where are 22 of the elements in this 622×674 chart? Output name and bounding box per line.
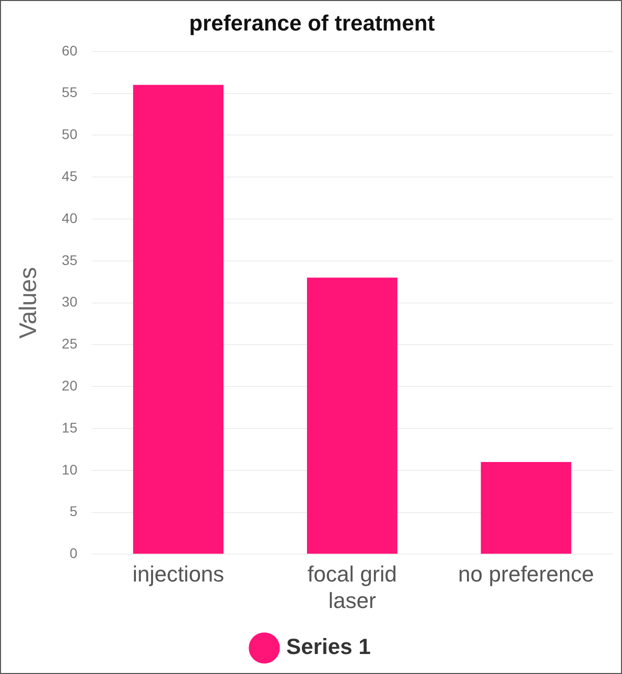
y-tick-label: 25 — [62, 336, 78, 352]
y-axis-title: Values — [15, 266, 42, 339]
y-tick-label: 40 — [62, 210, 78, 226]
y-tick-label: 20 — [62, 377, 78, 394]
y-tick-label: 60 — [62, 42, 78, 58]
y-tick-label: 15 — [62, 419, 78, 436]
bar — [133, 84, 224, 554]
y-tick-label: 30 — [62, 294, 78, 310]
x-tick-label: no preference — [458, 561, 594, 586]
y-tick-label: 35 — [62, 252, 78, 268]
y-tick-label: 50 — [62, 126, 78, 142]
legend-label: Series 1 — [286, 634, 371, 660]
y-tick-label: 10 — [62, 461, 78, 478]
x-tick-label: focal grid laser — [308, 561, 397, 613]
chart-title: preferance of treatment — [189, 10, 436, 36]
y-tick-label: 55 — [62, 84, 78, 100]
y-tick-label: 0 — [70, 545, 78, 562]
bar — [306, 278, 398, 554]
y-tick-label: 5 — [70, 503, 78, 520]
x-tick-label: injections — [132, 561, 224, 586]
y-tick-label: 45 — [62, 168, 78, 184]
bar — [480, 462, 572, 554]
